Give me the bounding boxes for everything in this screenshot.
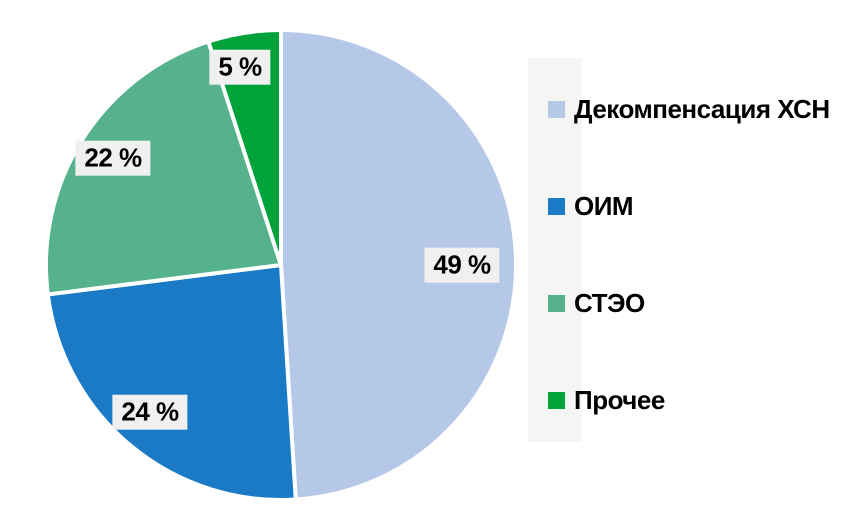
legend-marker-square: [548, 197, 565, 215]
legend-label: Декомпенсация ХСН: [574, 93, 830, 124]
legend-item: Декомпенсация ХСН: [548, 92, 830, 126]
legend-marker-square: [548, 391, 565, 409]
legend-label: Прочее: [574, 384, 665, 415]
legend-marker-square: [548, 100, 565, 118]
pie-slice-3: [206, 28, 283, 267]
legend-item: СТЭО: [548, 286, 830, 320]
legend-marker-square: [548, 294, 565, 312]
legend-label: ОИМ: [574, 190, 634, 221]
legend-item: Прочее: [548, 383, 830, 417]
legend-background: [528, 58, 582, 442]
pie-value-label: 49 %: [424, 247, 500, 283]
pie-value-label: 24 %: [112, 394, 188, 430]
legend-item: ОИМ: [548, 189, 830, 223]
pie-value-label: 22 %: [75, 140, 151, 176]
pie-slice-0: [279, 28, 519, 502]
legend-label: СТЭО: [574, 287, 645, 318]
pie-slice-2: [44, 39, 283, 297]
pie-value-label: 5 %: [209, 49, 271, 85]
legend: Декомпенсация ХСН ОИМ СТЭО Прочее: [548, 92, 830, 417]
pie-slice-1: [45, 263, 298, 502]
